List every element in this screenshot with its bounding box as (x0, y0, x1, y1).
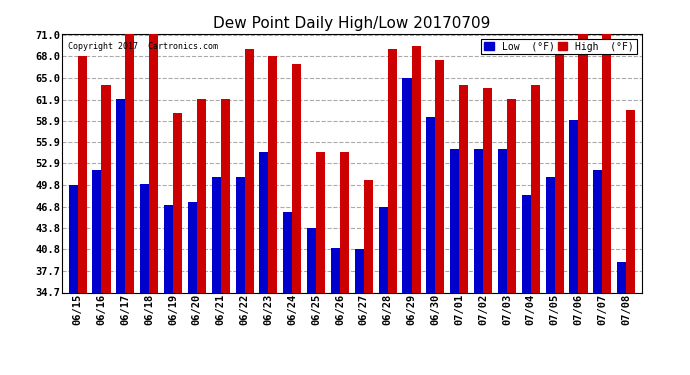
Bar (92, 170, 101, 292)
Bar (355, 249, 364, 292)
Bar (340, 152, 349, 292)
Bar (197, 99, 206, 292)
Bar (244, 50, 254, 292)
Bar (364, 180, 373, 292)
Bar (316, 152, 325, 292)
Bar (379, 207, 388, 292)
Bar (68, 186, 77, 292)
Bar (627, 110, 635, 292)
Bar (293, 63, 302, 292)
Bar (474, 148, 483, 292)
Bar (149, 28, 158, 292)
Bar (483, 88, 492, 292)
Bar (268, 56, 277, 292)
Bar (546, 177, 555, 292)
Bar (593, 170, 602, 292)
Bar (77, 56, 87, 292)
Bar (101, 85, 110, 292)
Title: Dew Point Daily High/Low 20170709: Dew Point Daily High/Low 20170709 (213, 16, 491, 31)
Bar (507, 99, 516, 292)
Bar (402, 78, 411, 292)
Bar (212, 177, 221, 292)
Bar (235, 177, 244, 292)
Bar (259, 152, 268, 292)
Bar (140, 184, 149, 292)
Bar (388, 50, 397, 292)
Bar (411, 46, 421, 292)
Bar (116, 99, 126, 292)
Bar (221, 99, 230, 292)
Bar (498, 148, 507, 292)
Bar (307, 228, 316, 292)
Bar (578, 28, 588, 292)
Bar (126, 28, 135, 292)
Text: Copyright 2017  Cartronics.com: Copyright 2017 Cartronics.com (68, 42, 218, 51)
Bar (188, 202, 197, 292)
Bar (531, 85, 540, 292)
Bar (331, 248, 340, 292)
Bar (602, 28, 611, 292)
Bar (460, 85, 469, 292)
Bar (283, 212, 293, 292)
Bar (450, 148, 460, 292)
Bar (435, 60, 444, 292)
Bar (569, 120, 578, 292)
Bar (173, 113, 182, 292)
Bar (617, 262, 627, 292)
Bar (555, 50, 564, 292)
Bar (164, 205, 173, 292)
Bar (426, 117, 435, 292)
Bar (522, 195, 531, 292)
Legend: Low  (°F), High  (°F): Low (°F), High (°F) (482, 39, 637, 54)
